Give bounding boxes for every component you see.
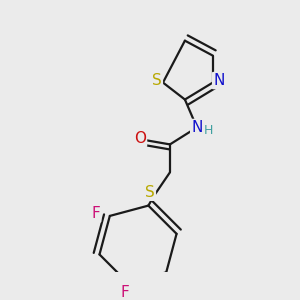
- Text: S: S: [145, 185, 155, 200]
- Text: N: N: [213, 73, 224, 88]
- Text: S: S: [152, 73, 162, 88]
- Text: F: F: [120, 285, 129, 300]
- Text: H: H: [204, 124, 214, 137]
- Text: N: N: [191, 120, 202, 135]
- Text: F: F: [92, 206, 100, 221]
- Text: O: O: [134, 131, 146, 146]
